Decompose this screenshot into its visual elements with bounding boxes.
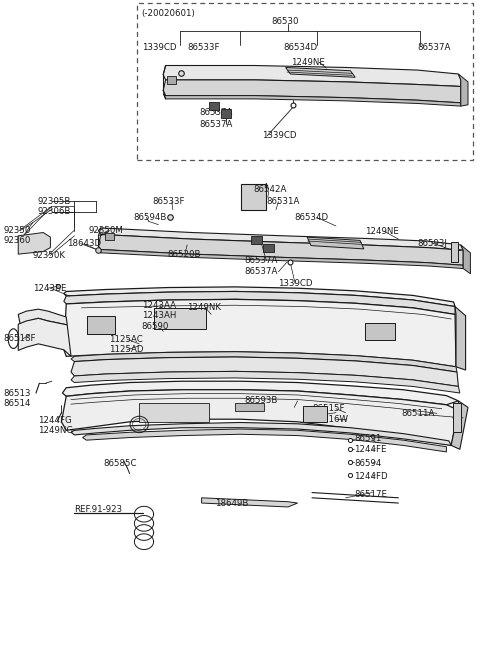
Polygon shape [202,498,298,507]
FancyBboxPatch shape [167,76,176,84]
Text: 86537A: 86537A [418,43,451,52]
Text: 86537A: 86537A [199,108,233,117]
Text: 86514: 86514 [4,399,31,408]
Polygon shape [451,401,468,449]
Text: 86517E: 86517E [354,490,387,499]
Text: 86537A: 86537A [245,256,278,265]
FancyBboxPatch shape [154,308,206,329]
FancyBboxPatch shape [251,236,262,244]
Polygon shape [163,80,461,103]
FancyBboxPatch shape [235,403,264,411]
Polygon shape [98,228,463,250]
Text: 92350M: 92350M [89,226,124,235]
Text: 92306B: 92306B [37,207,71,216]
Text: 1243BE: 1243BE [33,284,66,293]
Text: 1125AD: 1125AD [109,345,144,354]
Polygon shape [455,307,466,370]
Text: 86530: 86530 [272,17,300,26]
Text: 18649B: 18649B [215,498,249,508]
Polygon shape [163,66,461,86]
Polygon shape [461,245,470,274]
Text: 1125AC: 1125AC [109,335,143,344]
Text: 86520B: 86520B [167,250,201,259]
Text: 86533F: 86533F [153,197,185,206]
Polygon shape [18,309,67,325]
Text: 92305B: 92305B [37,196,71,206]
FancyBboxPatch shape [263,244,274,252]
Text: 1244FD: 1244FD [354,472,388,481]
Text: 86531A: 86531A [266,197,300,206]
FancyBboxPatch shape [451,242,458,262]
FancyBboxPatch shape [241,184,266,210]
Polygon shape [64,291,455,314]
Text: 1243AA: 1243AA [142,301,176,310]
Text: 18643D: 18643D [67,239,101,248]
Text: 86533F: 86533F [187,43,220,52]
Polygon shape [101,250,463,269]
Text: 86516W: 86516W [312,415,348,424]
Text: 86593J: 86593J [418,238,447,248]
Text: 86518F: 86518F [4,334,36,343]
Polygon shape [62,381,458,405]
FancyBboxPatch shape [303,406,327,422]
Text: 86537A: 86537A [199,120,233,129]
Polygon shape [64,299,456,367]
Text: REF.91-923: REF.91-923 [74,505,122,514]
Text: 86511A: 86511A [401,409,435,419]
Polygon shape [61,390,458,445]
Polygon shape [64,287,455,307]
Text: 86513: 86513 [4,388,31,398]
Text: 1244FG: 1244FG [38,416,72,425]
FancyBboxPatch shape [453,403,461,432]
Polygon shape [286,67,355,77]
Polygon shape [458,74,468,106]
Text: 86594B: 86594B [133,213,167,222]
Polygon shape [98,234,463,265]
Text: 86537A: 86537A [245,267,278,276]
FancyBboxPatch shape [365,323,395,340]
Text: 1339CD: 1339CD [278,279,313,288]
Text: (-20020601): (-20020601) [142,9,195,18]
Text: 86534D: 86534D [294,213,328,222]
Text: 86534D: 86534D [283,43,317,52]
Text: 1249NE: 1249NE [291,58,325,67]
Polygon shape [18,233,50,254]
Text: 86593B: 86593B [245,396,278,405]
Text: 86585C: 86585C [103,459,137,468]
Text: 1249NE: 1249NE [365,227,399,236]
Text: 92360: 92360 [4,236,31,245]
Polygon shape [71,357,458,386]
Text: 86590: 86590 [142,322,169,331]
Text: 1244FE: 1244FE [354,445,387,454]
Text: 86515F: 86515F [312,404,345,413]
FancyBboxPatch shape [221,109,231,118]
Text: 86542A: 86542A [253,185,287,194]
FancyBboxPatch shape [139,403,209,422]
FancyBboxPatch shape [87,316,115,334]
FancyBboxPatch shape [105,233,114,240]
Polygon shape [18,318,71,356]
Text: 1339CD: 1339CD [262,131,296,140]
Polygon shape [307,237,364,249]
Text: 1249NK: 1249NK [187,303,221,312]
Polygon shape [83,429,446,452]
Text: 92350: 92350 [4,226,31,235]
Text: 1249NG: 1249NG [38,426,73,436]
Polygon shape [163,94,461,106]
Text: 1339CD: 1339CD [142,43,176,52]
Polygon shape [71,352,457,372]
Text: 92350K: 92350K [33,251,66,260]
Polygon shape [71,422,451,445]
FancyBboxPatch shape [209,102,219,110]
Text: 86594: 86594 [354,458,382,468]
Text: 1243AH: 1243AH [142,311,176,320]
Text: 86591: 86591 [354,434,382,443]
Polygon shape [71,371,460,393]
